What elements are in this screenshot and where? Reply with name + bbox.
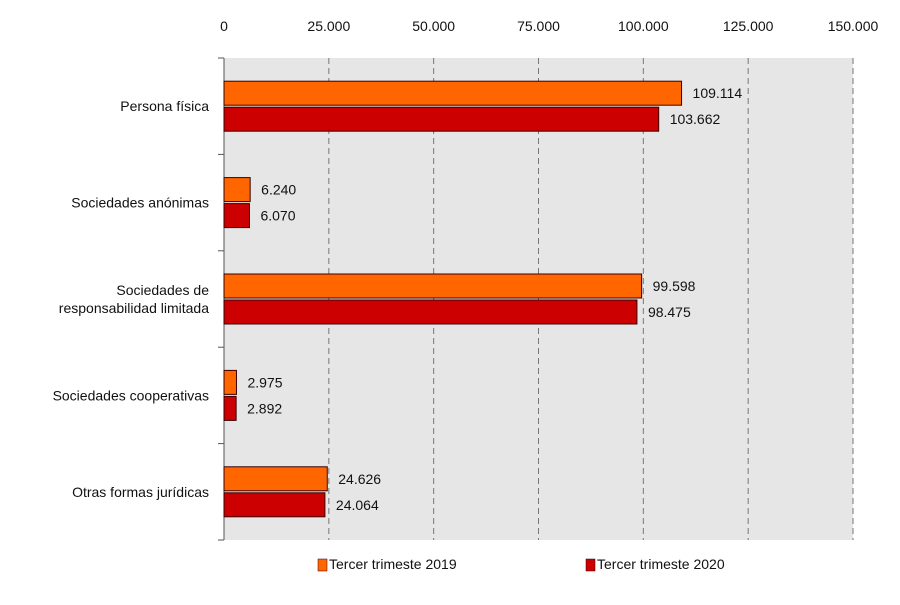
data-label: 2.892	[247, 400, 282, 416]
data-label: 6.070	[260, 208, 295, 224]
legend-swatch	[585, 558, 596, 572]
data-label: 98.475	[648, 304, 691, 320]
category-label: Persona física	[120, 98, 209, 114]
bar-2019	[223, 273, 643, 299]
bar-2020	[223, 106, 660, 132]
legend-label: Tercer trimeste 2020	[597, 556, 725, 572]
category-label: responsabilidad limitada	[59, 300, 209, 316]
x-tick-label: 50.000	[412, 18, 455, 34]
category-label: Otras formas jurídicas	[72, 484, 209, 500]
data-label: 109.114	[693, 85, 743, 101]
bar-2019	[223, 369, 237, 395]
bar-2020	[223, 203, 250, 229]
bar-2020	[223, 492, 326, 518]
x-tick-label: 100.000	[618, 18, 669, 34]
bar-2020	[223, 299, 638, 325]
legend-label: Tercer trimeste 2019	[329, 556, 457, 572]
data-label: 24.626	[338, 471, 381, 487]
category-label: Sociedades anónimas	[71, 195, 209, 211]
category-label: Sociedades cooperativas	[53, 387, 209, 403]
data-label: 24.064	[336, 497, 379, 513]
bar-2020	[223, 395, 237, 421]
data-label: 6.240	[261, 182, 296, 198]
legend-swatch	[317, 558, 328, 572]
x-tick-label: 0	[220, 18, 228, 34]
data-label: 99.598	[653, 278, 696, 294]
x-tick-label: 125.000	[723, 18, 774, 34]
category-label: Sociedades de	[116, 282, 209, 298]
bar-2019	[223, 80, 683, 106]
data-label: 2.975	[247, 374, 282, 390]
x-tick-label: 150.000	[828, 18, 879, 34]
bar-2019	[223, 466, 328, 492]
data-label: 103.662	[670, 111, 721, 127]
x-tick-label: 75.000	[517, 18, 560, 34]
bar-2019	[223, 177, 251, 203]
x-tick-label: 25.000	[307, 18, 350, 34]
